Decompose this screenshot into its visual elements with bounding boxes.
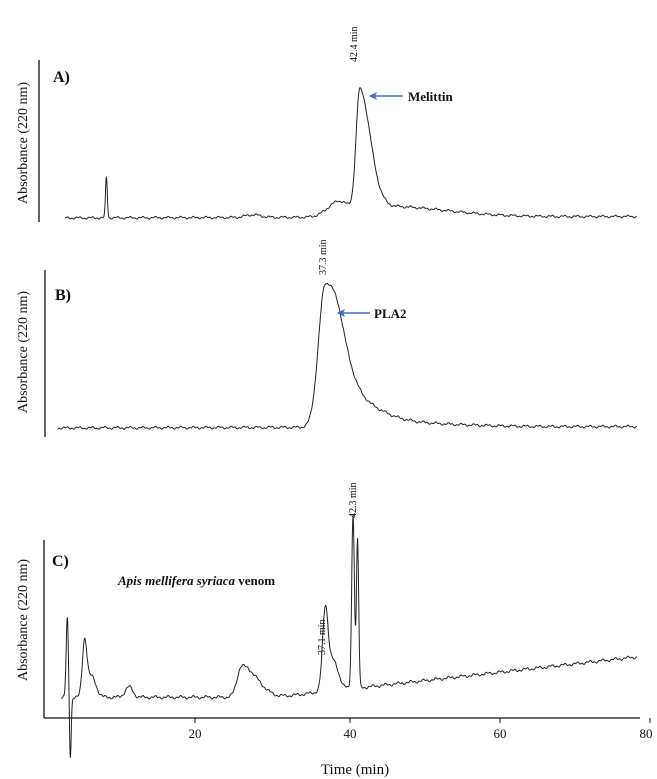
pla2-label: PLA2	[374, 306, 407, 321]
panel-c-peak-label-37: 37.1 min	[317, 619, 328, 655]
panel-b-label: B)	[55, 287, 71, 304]
panel-a-label: A)	[53, 69, 70, 86]
panel-c: Absorbance (220 nm) C) Apis mellifera sy…	[16, 482, 653, 778]
panel-c-ylabel: Absorbance (220 nm)	[16, 559, 31, 681]
melittin-label: Melittin	[408, 89, 454, 104]
panel-c-subtitle-species: Apis mellifera syriaca	[117, 573, 235, 588]
x-ticks: 20 40 60 80	[189, 718, 653, 741]
panel-a-ylabel: Absorbance (220 nm)	[16, 82, 31, 204]
panel-c-subtitle-rest: venom	[235, 573, 275, 588]
panel-a-peak-label: 42.4 min	[349, 26, 360, 62]
x-tick-label-40: 40	[344, 726, 357, 741]
panel-b-peak-label: 37.3 min	[318, 239, 329, 275]
panel-b: Absorbance (220 nm) B) 37.3 min PLA2	[16, 239, 637, 437]
panel-c-trace	[61, 513, 637, 758]
x-axis-label: Time (min)	[321, 762, 389, 778]
x-tick-label-20: 20	[189, 726, 202, 741]
panel-b-trace	[57, 282, 637, 430]
x-tick-label-60: 60	[494, 726, 507, 741]
panel-b-ylabel: Absorbance (220 nm)	[16, 291, 31, 413]
panel-a: Absorbance (220 nm) A) 42.4 min Melittin	[16, 26, 637, 222]
panel-c-label: C)	[52, 553, 69, 570]
panel-c-subtitle: Apis mellifera syriaca venom	[117, 573, 275, 588]
panel-a-trace	[64, 87, 637, 220]
x-tick-label-80: 80	[640, 726, 653, 741]
panel-c-peak-label-42: 42.3 min	[348, 482, 359, 518]
